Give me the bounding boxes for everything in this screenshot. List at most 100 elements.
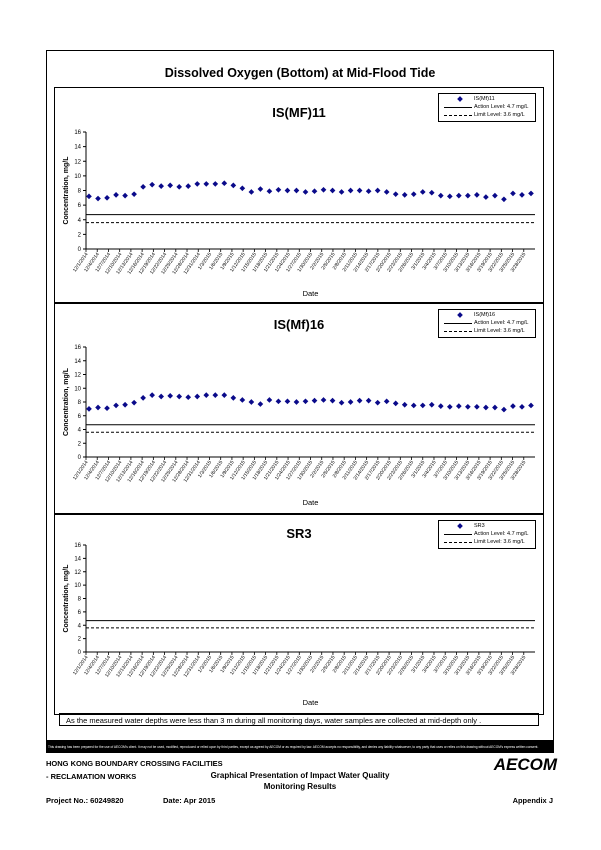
data-point <box>437 403 444 409</box>
data-point <box>347 187 354 194</box>
footnote: As the measured water depths were less t… <box>59 713 539 726</box>
legend-action-label: Action Level: 4.7 mg/L <box>474 104 529 110</box>
y-tick-label: 0 <box>78 247 82 253</box>
y-tick-label: 12 <box>74 570 81 576</box>
data-point <box>446 403 453 410</box>
page-frame <box>46 50 554 741</box>
data-point <box>356 187 363 194</box>
data-point <box>248 399 255 405</box>
data-point <box>230 182 237 189</box>
y-tick-label: 0 <box>78 455 82 461</box>
data-point <box>365 397 372 404</box>
data-point <box>185 394 192 401</box>
data-point <box>293 187 300 194</box>
y-tick-label: 10 <box>74 174 81 180</box>
data-point <box>383 398 390 405</box>
data-point <box>167 392 174 399</box>
data-point <box>113 192 119 198</box>
chart-title: SR3 <box>286 526 312 541</box>
data-point <box>510 403 516 409</box>
data-point <box>275 186 282 193</box>
y-tick-label: 2 <box>78 441 82 447</box>
data-point <box>194 393 201 400</box>
y-axis-label: Concentration, mg/L <box>63 156 70 225</box>
legend-marker-icon <box>457 312 463 318</box>
y-tick-label: 8 <box>78 189 82 195</box>
y-tick-label: 12 <box>74 159 81 165</box>
data-point <box>329 397 336 404</box>
data-point <box>338 189 345 195</box>
data-point <box>95 195 101 202</box>
data-point <box>176 184 183 190</box>
data-point <box>528 190 534 197</box>
legend-marker-icon <box>457 523 463 529</box>
chart-legend: IS(Mf)16 Action Level: 4.7 mg/L Limit Le… <box>438 309 536 338</box>
disclaimer-bar: This drawing has been prepared for the u… <box>46 741 554 753</box>
appendix-label: Appendix J <box>512 796 553 805</box>
data-point <box>519 192 525 198</box>
data-point <box>483 194 489 200</box>
y-tick-label: 8 <box>78 597 82 603</box>
y-tick-label: 16 <box>74 345 81 351</box>
data-point <box>510 190 516 197</box>
y-axis-label: Concentration, mg/L <box>63 367 70 436</box>
y-tick-label: 10 <box>74 386 81 392</box>
y-tick-label: 6 <box>78 610 82 616</box>
data-point <box>492 404 498 411</box>
data-point <box>365 188 372 195</box>
legend-limit-label: Limit Level: 3.6 mg/L <box>474 112 525 118</box>
chart-panel-2: IS(Mf)16 0 2 4 6 8 10 12 14 16 Concentration, mg/… <box>54 303 544 514</box>
legend-action-label: Action Level: 4.7 mg/L <box>474 531 529 537</box>
data-point <box>374 399 381 406</box>
y-tick-label: 4 <box>78 623 82 629</box>
y-tick-label: 14 <box>74 556 81 562</box>
data-point <box>257 401 264 407</box>
page-title: Dissolved Oxygen (Bottom) at Mid-Flood T… <box>164 66 436 80</box>
y-tick-label: 10 <box>74 583 81 589</box>
data-point <box>474 192 480 198</box>
data-point <box>347 399 354 405</box>
y-tick-label: 6 <box>78 203 82 209</box>
legend-limit-label: Limit Level: 3.6 mg/L <box>474 328 525 334</box>
data-point <box>221 180 228 187</box>
data-point <box>203 392 210 398</box>
data-point <box>383 189 390 195</box>
chart-legend: IS(Mf)11 Action Level: 4.7 mg/L Limit Le… <box>438 93 536 122</box>
data-point <box>203 181 210 187</box>
data-point <box>302 189 309 195</box>
data-point <box>212 392 219 398</box>
report-title-line2: Monitoring Results <box>263 782 337 791</box>
y-tick-label: 12 <box>74 373 81 379</box>
data-point <box>419 402 426 409</box>
report-title: Graphical Presentation of Impact Water Q… <box>200 770 400 792</box>
data-point <box>428 189 435 196</box>
legend-dashed-line-icon <box>444 115 472 116</box>
data-point <box>492 192 498 199</box>
data-point <box>392 191 399 197</box>
data-point <box>239 185 246 192</box>
data-point <box>275 398 282 405</box>
data-point <box>113 402 119 409</box>
data-point <box>122 192 128 199</box>
data-point <box>158 183 164 189</box>
data-point <box>501 406 507 413</box>
data-point <box>95 404 101 411</box>
data-point <box>104 194 110 201</box>
project-name-line1: HONG KONG BOUNDARY CROSSING FACILITIES <box>46 759 223 768</box>
data-point <box>266 397 273 403</box>
legend-solid-line-icon <box>444 534 472 535</box>
data-point <box>401 192 408 198</box>
y-tick-label: 8 <box>78 400 82 406</box>
report-date: Date: Apr 2015 <box>163 796 216 805</box>
chart-panel-1: IS(MF)11 0 2 4 6 8 10 12 14 16 Concentration, mg/… <box>54 87 544 303</box>
data-point <box>528 402 534 409</box>
data-point <box>338 399 345 406</box>
data-point <box>185 183 192 189</box>
chart-title: IS(Mf)16 <box>273 317 325 332</box>
data-point <box>230 395 237 401</box>
chart-title: IS(MF)11 <box>272 105 326 120</box>
legend-series-label: IS(Mf)11 <box>474 96 495 102</box>
chart-panel-3: SR3 0 2 4 6 8 10 12 14 16 Concentration, mg/L 12/1… <box>54 514 544 715</box>
